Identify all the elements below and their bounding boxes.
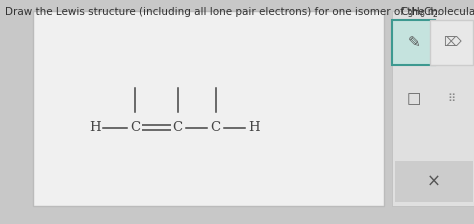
FancyBboxPatch shape	[392, 20, 435, 65]
Text: C: C	[210, 121, 221, 134]
Text: 6: 6	[419, 10, 424, 19]
FancyBboxPatch shape	[392, 11, 474, 206]
FancyBboxPatch shape	[33, 11, 384, 206]
Text: .: .	[437, 7, 440, 17]
FancyBboxPatch shape	[430, 20, 473, 65]
Text: Cl: Cl	[423, 7, 434, 17]
Text: ⠿: ⠿	[447, 94, 456, 103]
Text: 2: 2	[433, 10, 438, 19]
Text: Draw the Lewis structure (including all lone pair electrons) for one isomer of t: Draw the Lewis structure (including all …	[5, 7, 474, 17]
Text: □: □	[407, 91, 421, 106]
Text: H: H	[89, 121, 100, 134]
Text: ×: ×	[427, 172, 441, 190]
Text: H: H	[248, 121, 259, 134]
Text: C: C	[130, 121, 140, 134]
Text: 3: 3	[408, 10, 412, 19]
Text: ⌦: ⌦	[443, 36, 461, 49]
Text: H: H	[412, 7, 419, 17]
FancyBboxPatch shape	[395, 161, 473, 202]
Text: C: C	[173, 121, 183, 134]
Text: ✎: ✎	[408, 35, 420, 50]
Text: C: C	[401, 7, 408, 17]
